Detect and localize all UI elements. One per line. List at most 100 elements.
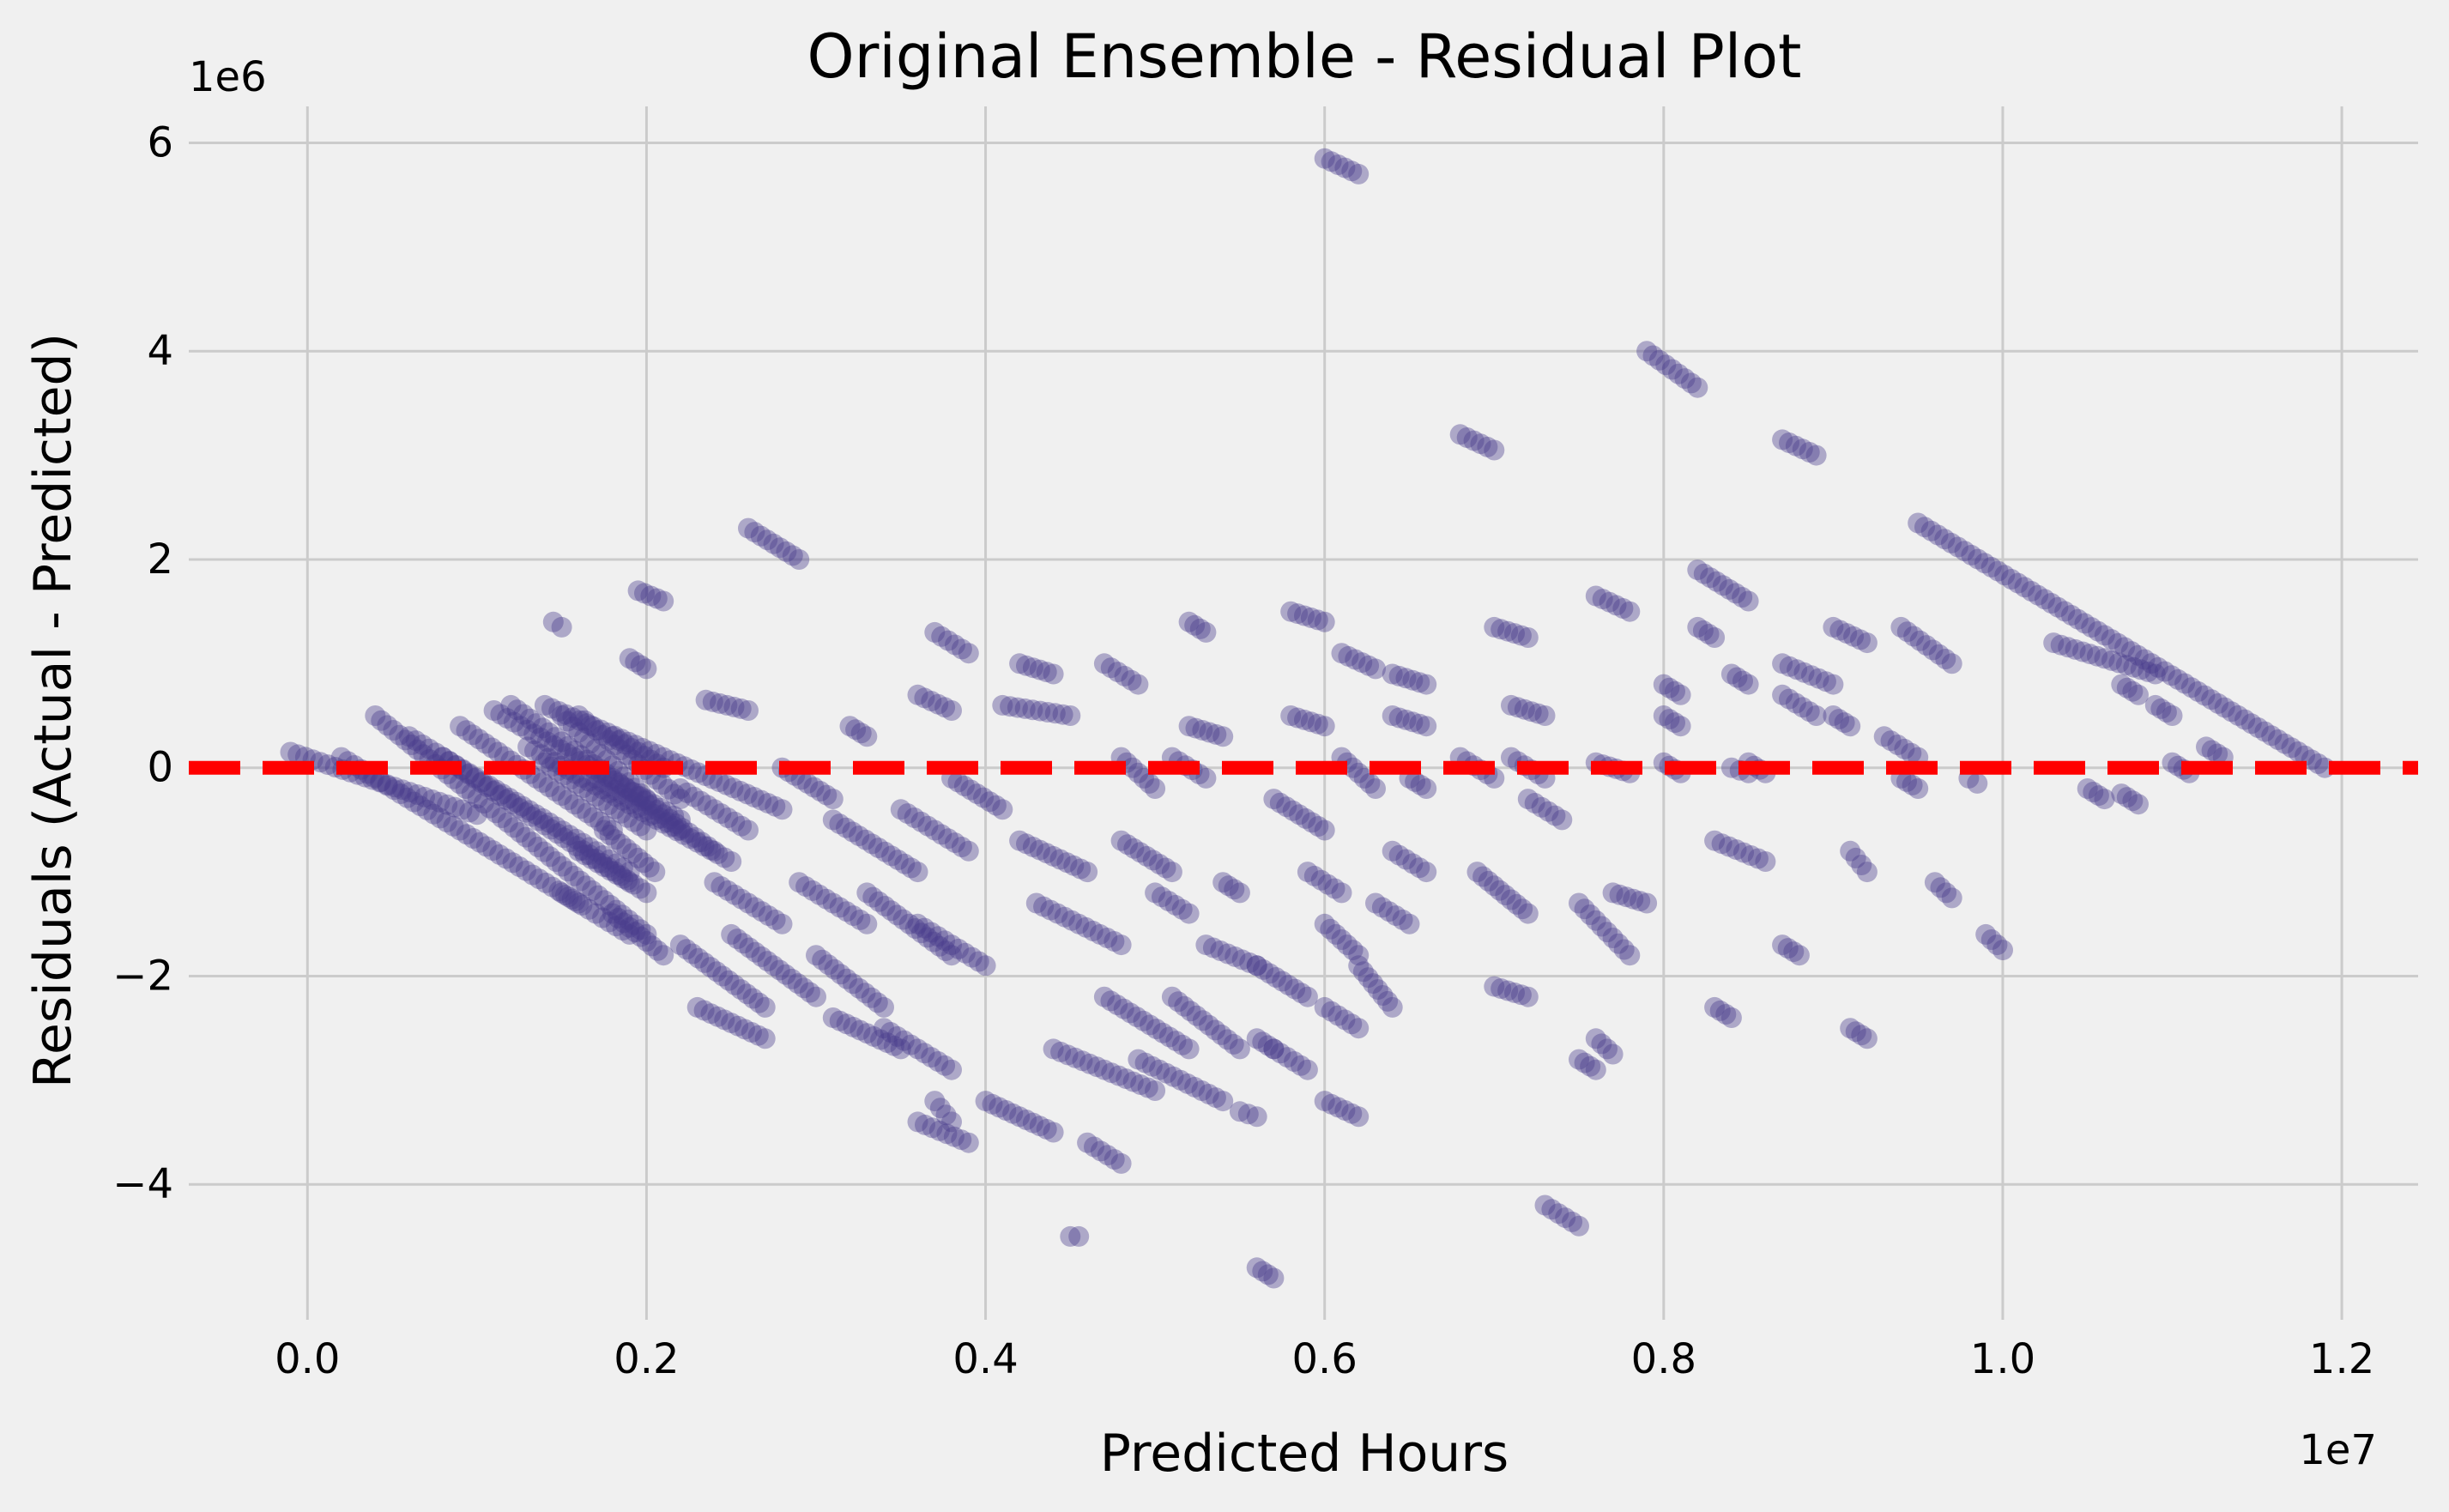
data-point: [473, 793, 494, 813]
data-point: [694, 952, 716, 973]
data-point: [625, 735, 646, 756]
data-point: [1506, 893, 1527, 915]
data-point: [585, 774, 607, 795]
data-point: [2128, 794, 2149, 815]
data-point: [718, 970, 740, 991]
data-point: [1585, 1028, 1606, 1049]
data-point: [1077, 1132, 1098, 1153]
data-point: [1068, 913, 1090, 934]
data-point: [1165, 1031, 1187, 1052]
data-point: [1348, 955, 1370, 977]
data-point: [1025, 892, 1047, 914]
data-point: [1307, 713, 1328, 735]
data-point: [2207, 743, 2228, 765]
data-point: [1975, 923, 1997, 945]
data-point: [551, 882, 572, 904]
data-point: [1263, 1267, 1285, 1289]
data-point: [532, 771, 553, 793]
data-point: [1521, 701, 1542, 723]
data-point: [750, 525, 771, 547]
data-point: [1130, 1074, 1152, 1095]
data-point: [558, 735, 579, 757]
data-point: [647, 940, 668, 961]
data-point: [1405, 771, 1426, 792]
data-point: [517, 736, 539, 758]
data-point: [608, 729, 630, 751]
data-point: [728, 1015, 749, 1037]
data-point: [640, 585, 662, 607]
data-point: [592, 907, 614, 928]
data-point: [975, 1091, 996, 1112]
data-point: [667, 820, 687, 842]
data-point: [921, 922, 942, 943]
data-point: [1733, 842, 1754, 863]
data-point: [751, 789, 772, 811]
data-point: [1321, 151, 1342, 172]
data-point: [1980, 929, 2002, 950]
data-point: [570, 745, 591, 766]
data-point: [1534, 705, 1556, 726]
data-point: [600, 894, 621, 916]
data-point: [369, 771, 390, 793]
data-point: [1180, 1001, 1201, 1022]
data-point: [464, 768, 486, 789]
data-point: [486, 779, 506, 801]
data-point: [730, 979, 752, 1001]
data-point: [632, 737, 653, 759]
data-point: [2021, 581, 2042, 602]
data-point: [622, 843, 643, 864]
data-point: [1040, 899, 1061, 921]
data-point: [625, 922, 646, 943]
data-point: [816, 784, 837, 806]
data-point: [1602, 1043, 1624, 1065]
data-point: [1263, 1038, 1285, 1060]
data-point: [924, 820, 946, 841]
data-point: [1237, 1104, 1259, 1125]
data-point: [1120, 1002, 1141, 1024]
data-point: [916, 927, 938, 948]
data-point: [763, 533, 784, 554]
data-point: [518, 800, 540, 821]
data-point: [416, 799, 438, 820]
data-point: [512, 795, 534, 817]
data-point: [914, 1043, 935, 1064]
data-point: [2107, 632, 2129, 654]
data-point: [1353, 767, 1375, 789]
data-point: [809, 781, 831, 801]
data-point: [569, 710, 590, 731]
data-point: [1829, 709, 1849, 730]
data-point: [564, 794, 585, 815]
data-point: [461, 783, 482, 804]
data-point: [1110, 934, 1132, 956]
data-point: [1569, 1049, 1589, 1070]
data-point: [2281, 737, 2302, 759]
data-point: [1517, 627, 1539, 648]
data-point: [1463, 430, 1485, 451]
data-point: [506, 699, 528, 721]
data-point: [1276, 796, 1297, 818]
data-point: [619, 872, 640, 893]
data-point: [850, 723, 872, 744]
data-point: [2247, 717, 2269, 738]
data-point: [1916, 635, 1938, 656]
data-point: [407, 784, 428, 805]
data-point: [610, 740, 632, 760]
data-point: [2187, 680, 2209, 702]
data-point: [2295, 745, 2315, 766]
data-point: [1314, 716, 1335, 737]
data-point: [1289, 804, 1310, 826]
data-point: [1779, 432, 1799, 453]
data-point: [787, 973, 808, 995]
data-point: [1777, 938, 1799, 959]
data-point: [2116, 787, 2138, 808]
data-point: [633, 852, 655, 874]
data-point: [541, 876, 563, 898]
data-point: [1152, 886, 1172, 908]
data-point: [1395, 668, 1417, 689]
data-point: [1223, 1033, 1244, 1055]
data-point: [867, 992, 888, 1013]
data-point: [1772, 684, 1793, 705]
data-point: [1909, 630, 1931, 651]
data-point: [1725, 583, 1746, 604]
data-point: [1823, 674, 1844, 695]
